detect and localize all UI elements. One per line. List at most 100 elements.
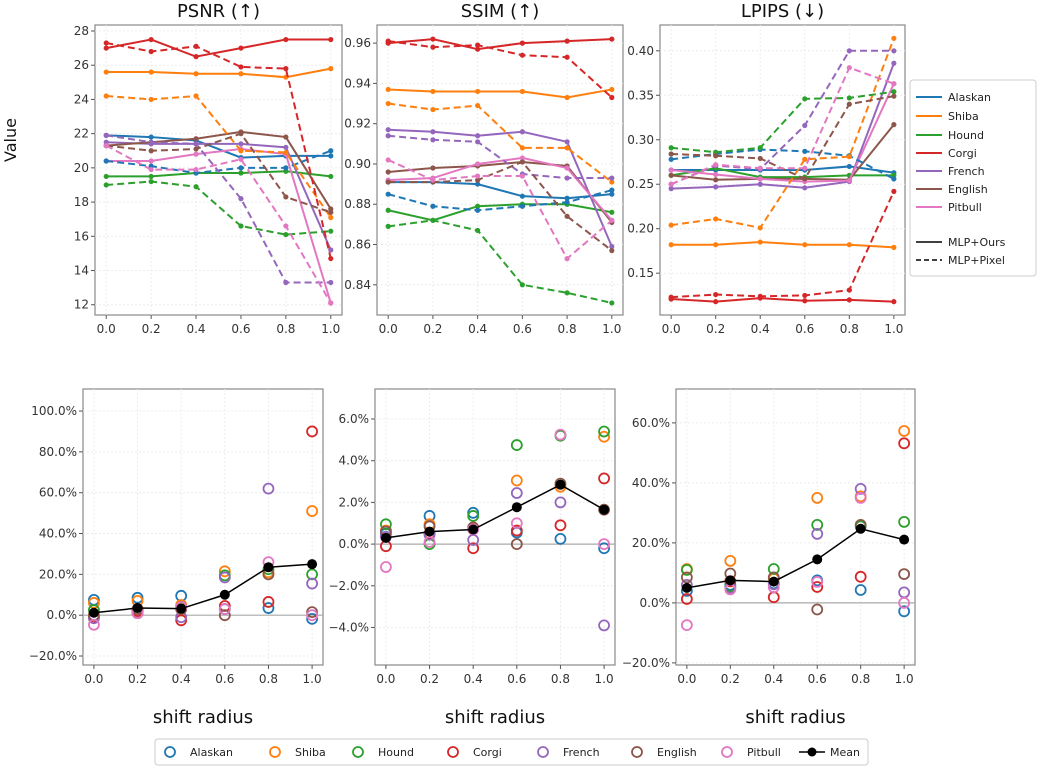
x-axis-label: shift radius	[745, 707, 845, 728]
legend-entry-english: English	[916, 183, 988, 196]
data-point	[385, 127, 391, 133]
data-point	[854, 584, 867, 596]
data-point	[385, 100, 391, 107]
data-point	[148, 48, 154, 55]
data-point	[598, 430, 610, 443]
data-point	[510, 487, 523, 499]
data-point	[385, 191, 391, 197]
y-tick-label: 2.0%	[339, 495, 370, 509]
breed-legend: Alaskan Shiba Hound Corgi French English Pitbu…	[154, 738, 869, 766]
y-tick-label: 0.90	[344, 157, 371, 171]
data-point	[713, 291, 719, 298]
data-point	[846, 65, 852, 71]
x-tick-label: 0.0	[677, 672, 696, 686]
x-tick-label: 0.8	[851, 672, 870, 686]
data-point	[148, 148, 154, 154]
legend-entry-ours: MLP+Ours	[916, 236, 1006, 249]
data-point	[148, 36, 154, 43]
y-tick-label: 0.96	[344, 36, 371, 50]
x-tick-label: 0.8	[840, 322, 859, 336]
x-tick-label: 1.0	[895, 672, 914, 686]
data-point	[218, 565, 231, 578]
data-point	[283, 66, 289, 72]
data-point	[510, 517, 523, 530]
data-point	[328, 148, 334, 154]
y-tick-label: 6.0%	[339, 412, 370, 426]
data-point	[668, 181, 674, 187]
x-tick-label: 0.0	[84, 672, 103, 686]
legend-entry-french: French	[537, 746, 600, 759]
data-point	[519, 203, 525, 209]
series-shiba-ours	[668, 239, 897, 250]
data-point	[519, 145, 525, 151]
series-corgi-ours	[668, 295, 897, 305]
data-point	[598, 542, 610, 555]
data-point	[598, 538, 610, 550]
series-french-pixel	[103, 132, 334, 286]
legend-label: Hound	[378, 746, 414, 759]
data-point	[328, 66, 334, 72]
series-shiba-ours	[385, 86, 615, 101]
data-point	[564, 139, 570, 145]
series-line	[387, 159, 613, 261]
mean-point	[263, 562, 274, 573]
data-point	[193, 141, 199, 147]
data-point	[430, 217, 436, 223]
legend-marker	[269, 746, 281, 758]
x-tick-label: 0.4	[186, 322, 205, 336]
data-point	[802, 156, 808, 162]
y-tick-label: 18	[74, 195, 89, 209]
legend-frame	[154, 738, 869, 766]
mean-point	[511, 502, 522, 513]
data-point	[218, 603, 231, 615]
legend-label: English	[948, 183, 988, 196]
data-point	[802, 176, 808, 182]
data-point	[564, 94, 570, 101]
data-point	[510, 538, 523, 550]
legend-label: Corgi	[473, 746, 502, 759]
data-point	[668, 186, 674, 192]
data-point	[510, 439, 523, 451]
data-point	[609, 191, 615, 197]
series-line	[388, 102, 613, 183]
chart-panel-3: 0.0 0.2 0.4 0.6 0.8 1.0 −20.0% 0.0% 20.0% 40.0% 60…	[29, 388, 324, 728]
data-point	[598, 425, 610, 438]
data-point	[193, 151, 199, 157]
data-point	[898, 516, 911, 528]
x-tick-label: 1.0	[303, 672, 322, 686]
data-point	[238, 71, 244, 77]
data-point	[328, 209, 334, 215]
data-point	[564, 175, 570, 181]
data-point	[554, 519, 567, 532]
series-corgi-pixel	[668, 188, 897, 300]
data-point	[680, 619, 693, 631]
data-point	[519, 193, 525, 199]
series-hound-ours	[103, 168, 334, 180]
data-point	[898, 425, 911, 437]
series-french-ours	[385, 127, 615, 250]
data-point	[328, 300, 334, 306]
data-point	[328, 228, 334, 234]
x-tick-label: 1.0	[884, 322, 903, 336]
data-point	[103, 143, 109, 149]
legend-entry-english: English	[631, 746, 697, 759]
data-point	[238, 223, 244, 229]
mean-point	[307, 559, 318, 570]
mean-point	[768, 576, 779, 587]
data-point	[218, 609, 231, 622]
data-point	[423, 536, 436, 548]
data-point	[668, 151, 674, 157]
x-axis-label: shift radius	[153, 707, 253, 728]
data-point	[430, 129, 436, 135]
data-point	[306, 577, 318, 590]
data-point	[148, 139, 154, 145]
data-point	[713, 299, 719, 305]
x-tick-label: 0.8	[276, 322, 295, 336]
data-point	[475, 227, 481, 234]
data-point	[519, 52, 525, 58]
series-hound-pixel	[385, 217, 615, 306]
data-point	[891, 176, 897, 182]
data-point	[519, 155, 525, 161]
data-point	[193, 93, 199, 99]
legend-marker	[807, 747, 817, 757]
